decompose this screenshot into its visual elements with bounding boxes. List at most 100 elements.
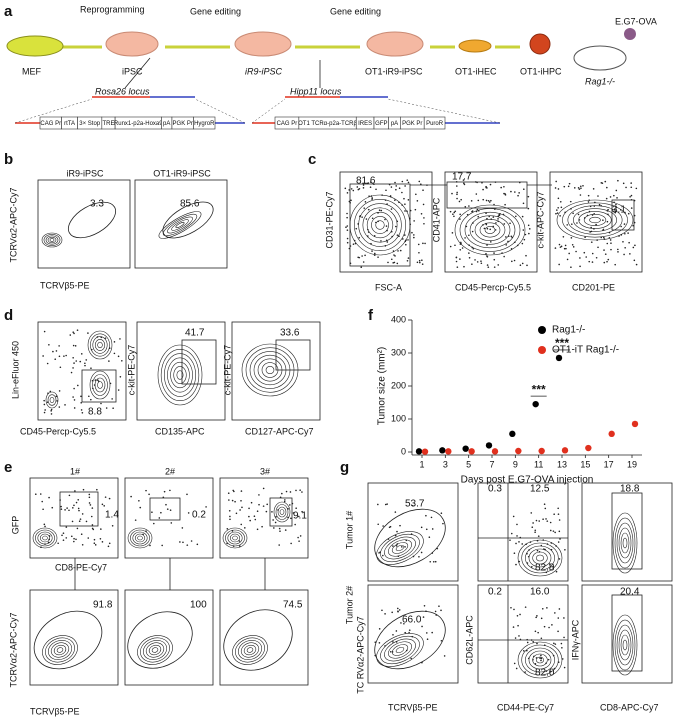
event-dot [440,512,443,514]
contour [229,533,241,543]
contour [464,211,516,249]
event-dot [543,548,545,550]
contour [614,619,636,671]
event-dot [75,538,77,541]
contour [142,640,168,660]
event-dot [273,527,275,529]
event-dot [345,226,347,228]
contour [56,647,64,653]
event-dot [524,671,526,673]
gate-value: 53.7 [405,499,425,510]
event-dot [113,341,116,343]
event-dot [72,357,74,359]
contour [616,624,634,666]
event-dot [527,195,530,198]
event-dot [530,639,533,641]
event-dot [555,212,557,215]
event-dot [505,244,508,246]
event-dot [629,253,631,255]
event-dot [423,605,426,607]
event-dot [535,657,538,659]
event-dot [416,261,419,264]
event-dot [70,535,73,538]
gate-value: 91.8 [93,600,113,611]
event-dot [85,359,88,361]
event-dot [519,638,522,641]
event-dot [153,522,155,525]
legend-marker [538,326,546,334]
event-dot [476,208,479,211]
event-dot [278,527,281,530]
event-dot [386,241,389,243]
y-tick-label: 0 [401,446,406,456]
event-dot [421,661,423,664]
y-label: c-kit-APC-Cy7 [535,191,545,248]
gate-value: 20.4 [620,587,640,598]
event-dot [526,264,528,267]
event-dot [432,560,435,563]
contour [620,634,630,656]
construct-label: pA [391,121,398,127]
x-tick-label: 13 [557,459,567,469]
event-dot [635,187,638,190]
event-dot [455,260,458,263]
event-dot [390,186,393,188]
event-dot [516,535,518,537]
event-dot [526,641,529,644]
event-dot [403,622,405,625]
event-dot [424,242,426,245]
event-dot [284,499,286,501]
event-dot [483,227,486,230]
event-dot [436,547,439,550]
event-dot [395,641,398,643]
contour [90,333,110,357]
event-dot [429,560,432,563]
event-dot [553,667,556,670]
event-dot [504,194,507,196]
event-dot [253,515,256,517]
contour [222,527,248,549]
event-dot [519,613,521,616]
event-dot [456,197,458,200]
contour [175,222,185,228]
event-dot [452,213,454,216]
event-dot [398,609,401,611]
event-dot [80,353,83,355]
event-dot [556,212,559,214]
data-point [491,448,499,455]
contour [376,633,424,667]
event-dot [361,216,363,218]
event-dot [238,545,241,547]
event-dot [583,251,586,254]
x-tick-label: 15 [580,459,590,469]
event-dot [411,635,414,638]
event-dot [635,263,638,266]
panel-label: g [340,459,349,476]
event-dot [380,240,382,242]
event-dot [346,192,349,194]
event-dot [488,201,491,203]
event-dot [566,224,569,226]
event-dot [88,496,91,499]
event-dot [362,187,365,189]
event-dot [77,384,79,387]
event-dot [442,522,444,525]
event-dot [71,520,74,523]
event-dot [227,492,230,495]
event-dot [480,260,482,262]
event-dot [558,243,561,246]
event-dot [104,496,107,498]
event-dot [495,222,497,224]
legend-label: OT1-iT Rag1-/- [552,345,619,356]
event-dot [279,530,281,532]
event-dot [576,222,578,224]
gate-value: 3.3 [90,199,104,210]
plot-frame [339,171,433,273]
guide [194,98,246,124]
contour [132,531,148,545]
y-tick-label: 300 [391,347,406,357]
contour [353,198,407,252]
event-dot [382,554,384,557]
x-tick-label: 5 [466,459,471,469]
